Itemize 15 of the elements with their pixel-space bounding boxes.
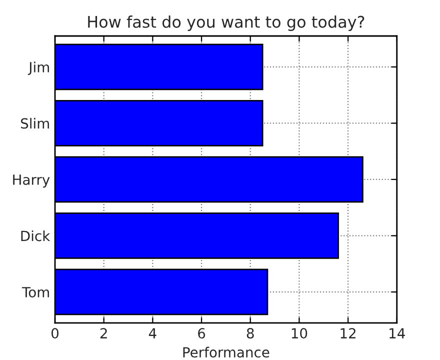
y-tick-label: Tom bbox=[22, 287, 49, 298]
x-tick-label: 2 bbox=[100, 328, 107, 338]
x-tick-label: 14 bbox=[390, 328, 405, 338]
y-tick-label: Harry bbox=[13, 174, 50, 188]
x-axis-title: Performance bbox=[183, 346, 270, 358]
x-tick-label: 12 bbox=[340, 328, 356, 338]
y-tick-label: Dick bbox=[21, 230, 50, 242]
x-tick-label: 0 bbox=[51, 328, 58, 339]
y-tick-label: Slim bbox=[20, 118, 49, 129]
y-tick-label: Jim bbox=[28, 62, 49, 75]
chart-title: How fast do you want to go today? bbox=[88, 16, 364, 31]
x-tick-label: 6 bbox=[198, 328, 206, 339]
x-tick-label: 10 bbox=[292, 328, 308, 339]
x-tick-label: 8 bbox=[246, 328, 254, 339]
x-tick-label: 4 bbox=[148, 328, 156, 338]
